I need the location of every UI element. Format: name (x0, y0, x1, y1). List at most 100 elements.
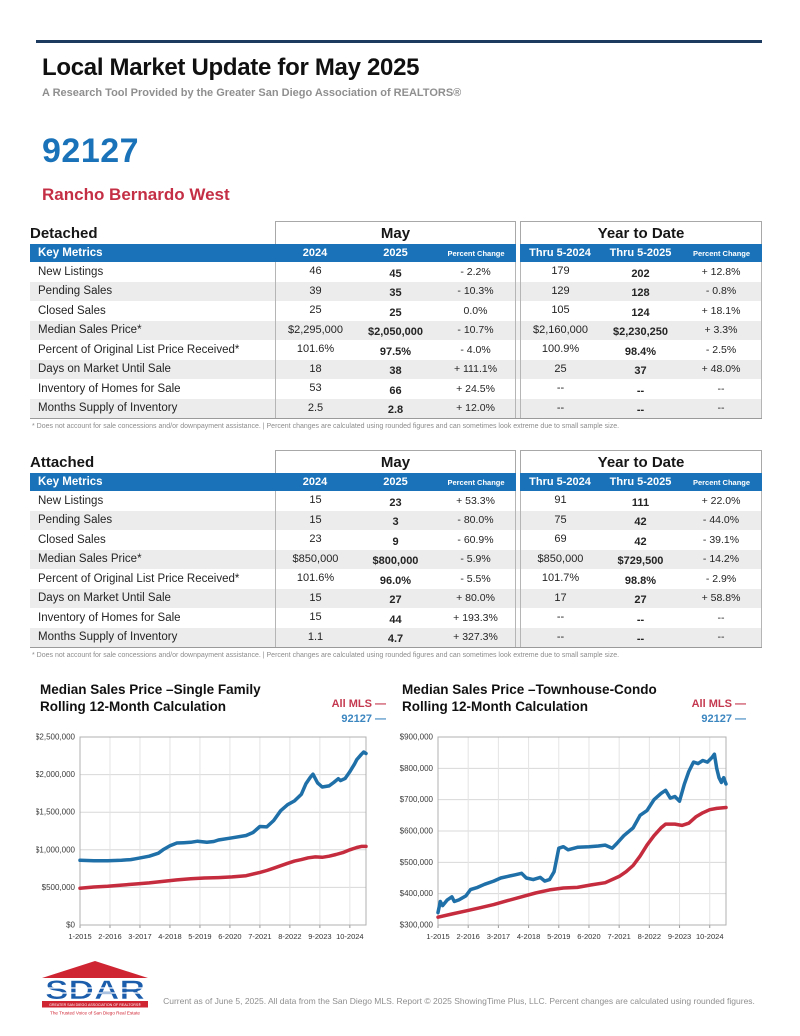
y-axis-tick-label: $700,000 (400, 795, 434, 804)
col-header-key-metrics: Key Metrics (30, 473, 275, 491)
value-may-2024: $850,000 (275, 549, 355, 569)
legend-all-mls: All MLS — (331, 698, 386, 710)
value-ytd-pct-change: - 2.9% (681, 569, 762, 589)
table-row: Median Sales Price* $850,000 $800,000 - 5.9… (30, 549, 762, 569)
value-ytd-pct-change: + 48.0% (681, 359, 762, 379)
metric-name: Percent of Original List Price Received* (38, 572, 240, 585)
detached-table: Detached May Year to Date Key Metrics 2024 20… (30, 221, 762, 419)
x-axis-tick-label: 3-2017 (128, 932, 151, 941)
value-may-2024: 23 (275, 530, 355, 550)
metric-name: Inventory of Homes for Sale (38, 611, 181, 624)
value-ytd-pct-change: -- (681, 379, 762, 399)
value-may-pct-change: - 80.0% (436, 510, 516, 530)
section-label: Detached (30, 225, 98, 242)
value-ytd-pct-change: + 22.0% (681, 491, 762, 511)
value-may-2024: 101.6% (275, 340, 355, 360)
value-may-2024: 15 (275, 608, 355, 628)
y-axis-tick-label: $300,000 (400, 921, 434, 930)
value-ytd-pct-change: - 39.1% (681, 530, 762, 550)
value-may-pct-change: + 80.0% (436, 588, 516, 608)
series-line-92127 (436, 752, 728, 915)
y-axis-tick-label: $400,000 (400, 889, 434, 898)
value-may-pct-change: + 193.3% (436, 608, 516, 628)
table-row: Pending Sales 15 3 - 80.0% 75 42 - 44.0% (30, 510, 762, 530)
col-header-thru-2025: Thru 5-2025 (600, 244, 681, 262)
table-row: Percent of Original List Price Received*… (30, 569, 762, 589)
value-ytd-2024: 17 (520, 588, 600, 608)
value-ytd-2025: -- (636, 384, 645, 397)
value-ytd-pct-change: - 14.2% (681, 549, 762, 569)
plot-border (437, 736, 727, 926)
value-ytd-2024: 105 (520, 301, 600, 321)
value-ytd-pct-change: -- (681, 608, 762, 628)
area-name-heading: Rancho Bernardo West (42, 185, 230, 204)
legend-92127: 92127 — (701, 713, 746, 725)
value-ytd-pct-change: -- (681, 627, 762, 647)
value-may-pct-change: + 327.3% (436, 627, 516, 647)
value-ytd-2024: $850,000 (520, 549, 600, 569)
value-may-pct-change: - 60.9% (436, 530, 516, 550)
x-axis-tick-label: 10-2024 (696, 932, 724, 941)
metric-name: Inventory of Homes for Sale (38, 382, 181, 395)
value-may-pct-change: - 5.5% (436, 569, 516, 589)
table-row: Months Supply of Inventory 1.1 4.7 + 327.3%… (30, 627, 762, 648)
value-ytd-2024: -- (520, 398, 600, 418)
value-ytd-2025: $2,230,250 (612, 326, 669, 338)
x-axis-tick-label: 5-2019 (547, 932, 570, 941)
value-ytd-2024: 101.7% (520, 569, 600, 589)
value-may-2024: $2,295,000 (275, 320, 355, 340)
svg-text:The Trusted Voice of San Diego: The Trusted Voice of San Diego Real Esta… (50, 1011, 140, 1016)
single-family-chart-title: Median Sales Price –Single Family Rollin… (36, 681, 261, 727)
attached-table: Attached May Year to Date Key Metrics 2024 20… (30, 450, 762, 648)
value-may-2025: 44 (389, 613, 402, 626)
metric-name: Pending Sales (38, 285, 113, 298)
value-may-2024: 101.6% (275, 569, 355, 589)
value-may-pct-change: + 24.5% (436, 379, 516, 399)
x-axis-tick-label: 5-2019 (188, 932, 211, 941)
value-ytd-2024: 25 (520, 359, 600, 379)
svg-text:GREATER SAN DIEGO ASSOCIATION: GREATER SAN DIEGO ASSOCIATION OF REALTOR… (49, 1003, 141, 1007)
value-ytd-pct-change: - 2.5% (681, 340, 762, 360)
y-axis-tick-label: $1,000,000 (36, 845, 76, 854)
x-axis-tick-label: 4-2018 (517, 932, 540, 941)
metric-name: Days on Market Until Sale (38, 592, 171, 605)
value-may-2024: 46 (275, 262, 355, 282)
value-ytd-pct-change: + 18.1% (681, 301, 762, 321)
header-gap (516, 473, 520, 491)
value-ytd-2025: 202 (631, 267, 650, 280)
value-may-pct-change: + 111.1% (436, 359, 516, 379)
chart-title-line2: Rolling 12-Month Calculation (40, 699, 226, 714)
col-header-2025: 2025 (355, 473, 436, 491)
x-axis-tick-label: 2-2016 (98, 932, 121, 941)
table-row: Inventory of Homes for Sale 15 44 + 193.3% -… (30, 608, 762, 628)
value-ytd-pct-change: - 0.8% (681, 281, 762, 301)
col-header-2024: 2024 (275, 473, 355, 491)
x-axis-tick-label: 9-2023 (308, 932, 331, 941)
value-ytd-2025: 42 (634, 535, 647, 548)
condo-chart-title: Median Sales Price –Townhouse-Condo Roll… (398, 681, 657, 727)
value-may-2025: 35 (389, 287, 402, 299)
series-line-all-mls (78, 844, 368, 890)
value-may-2024: 25 (275, 301, 355, 321)
value-ytd-2025: -- (636, 613, 645, 626)
metric-name: New Listings (38, 494, 104, 507)
y-axis-tick-label: $600,000 (400, 827, 434, 836)
value-ytd-2024: 91 (520, 491, 600, 511)
x-axis-tick-label: 1-2015 (68, 932, 91, 941)
value-may-pct-change: - 5.9% (436, 549, 516, 569)
charts-row: Median Sales Price –Single Family Rollin… (30, 681, 762, 945)
metric-name: Closed Sales (38, 304, 106, 317)
condo-legend: All MLS — 92127 — (692, 697, 750, 727)
value-may-2024: 15 (275, 588, 355, 608)
value-ytd-2025: 27 (634, 594, 647, 606)
value-may-2025: $2,050,000 (367, 326, 424, 338)
metric-name: Days on Market Until Sale (38, 363, 171, 376)
x-axis-tick-label: 7-2021 (607, 932, 630, 941)
condo-chart-block: Median Sales Price –Townhouse-Condo Roll… (398, 681, 750, 945)
section-label: Attached (30, 454, 95, 471)
group-header-may: May (275, 450, 516, 473)
single-family-legend: All MLS — 92127 — (332, 697, 390, 727)
y-axis-tick-label: $500,000 (400, 858, 434, 867)
value-ytd-2024: 100.9% (520, 340, 600, 360)
value-ytd-2025: -- (636, 404, 645, 416)
